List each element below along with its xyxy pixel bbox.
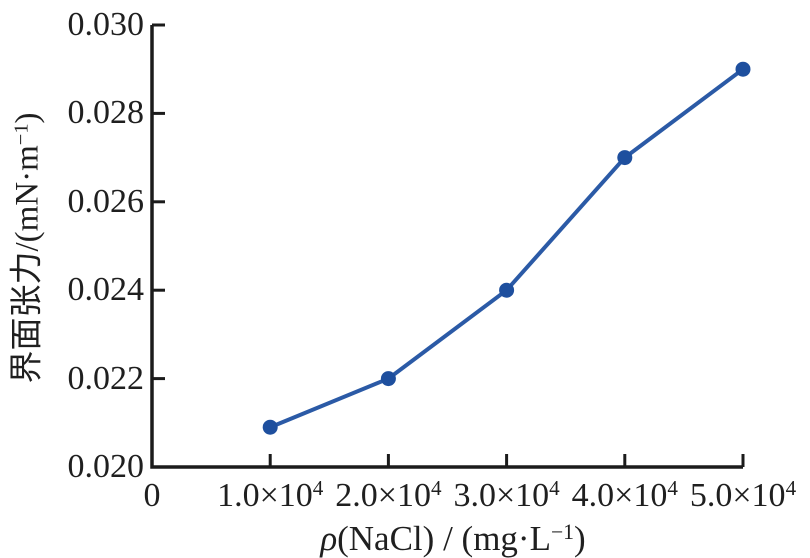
data-point-marker: [617, 150, 633, 166]
x-tick-label-exponent: 4: [667, 476, 678, 501]
x-axis-title: ρ(NaCl) / (mg·L−1): [320, 521, 585, 556]
y-axis-title-part: 界面张力/(mN·m: [9, 145, 46, 384]
data-point-marker: [380, 371, 396, 387]
x-tick-label-base: 5.0×10: [689, 477, 786, 514]
x-tick-label-base: 2.0×10: [335, 477, 431, 514]
y-axis-title: 界面张力/(mN·m−1): [9, 112, 46, 384]
y-tick-label: 0.026: [67, 182, 145, 220]
x-tick-label-base: 4.0×10: [571, 477, 668, 514]
y-tick-label: 0.028: [67, 94, 145, 132]
x-tick-label: 4.0×104: [571, 476, 678, 514]
x-tick-label-exponent: 4: [549, 476, 560, 501]
x-tick-label-base: 1.0×10: [217, 477, 313, 514]
y-tick-label: 0.024: [67, 271, 145, 309]
data-point-marker: [499, 282, 515, 298]
x-tick-label-exponent: 4: [785, 476, 797, 501]
x-axis-title-part: (NaCl) / (mg·L: [337, 519, 551, 558]
x-tick-label: 0: [144, 479, 161, 513]
x-tick-label-exponent: 4: [430, 476, 442, 501]
x-tick-label: 2.0×104: [335, 476, 442, 514]
axis-spines: [150, 25, 743, 469]
y-tick-label: 0.030: [67, 6, 145, 43]
x-tick-label: 1.0×104: [217, 476, 324, 514]
data-point-marker: [262, 419, 278, 435]
data-line: [268, 67, 745, 430]
x-tick-label: 3.0×104: [453, 476, 560, 514]
y-tick-label: 0.020: [67, 448, 145, 485]
x-axis-title-part: ρ: [320, 519, 338, 558]
x-axis-title-part: −1: [550, 520, 575, 545]
x-axis-title-part: ): [574, 519, 586, 558]
y-axis-title-part: ): [9, 112, 46, 124]
y-tick-label: 0.022: [67, 359, 145, 397]
y-axis-title-part: −1: [10, 123, 33, 146]
x-tick-label-base: 0: [143, 477, 161, 514]
x-tick-label: 5.0×104: [689, 476, 797, 514]
x-tick-label-exponent: 4: [312, 476, 324, 501]
x-tick-label-base: 3.0×10: [453, 477, 550, 514]
data-point-marker: [735, 61, 751, 77]
